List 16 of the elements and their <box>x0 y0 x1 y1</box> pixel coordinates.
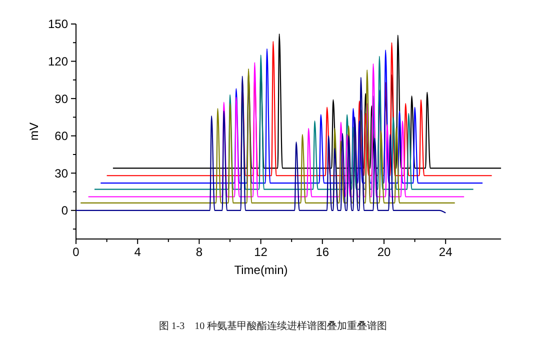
y-tick-label: 30 <box>54 166 68 180</box>
caption: 图 1-3 10 种氨基甲酸酯连续进样谱图叠加重叠谱图 <box>158 320 388 332</box>
y-axis-title: mV <box>27 122 41 140</box>
x-tick-label: 16 <box>316 245 330 259</box>
y-tick-label: 150 <box>48 17 68 32</box>
x-tick-label: 20 <box>377 245 391 259</box>
x-tick-label: 8 <box>196 245 203 259</box>
y-tick-label: 60 <box>54 129 68 144</box>
y-tick-label: 0 <box>61 204 68 218</box>
x-tick-label: 12 <box>254 245 268 259</box>
x-tick-label: 0 <box>72 245 80 259</box>
x-axis-title: Time(min) <box>234 263 288 277</box>
x-tick-label: 24 <box>438 245 453 259</box>
x-tick-label: 4 <box>134 245 142 259</box>
y-tick-label: 120 <box>48 54 68 68</box>
y-tick-label: 90 <box>54 92 68 106</box>
